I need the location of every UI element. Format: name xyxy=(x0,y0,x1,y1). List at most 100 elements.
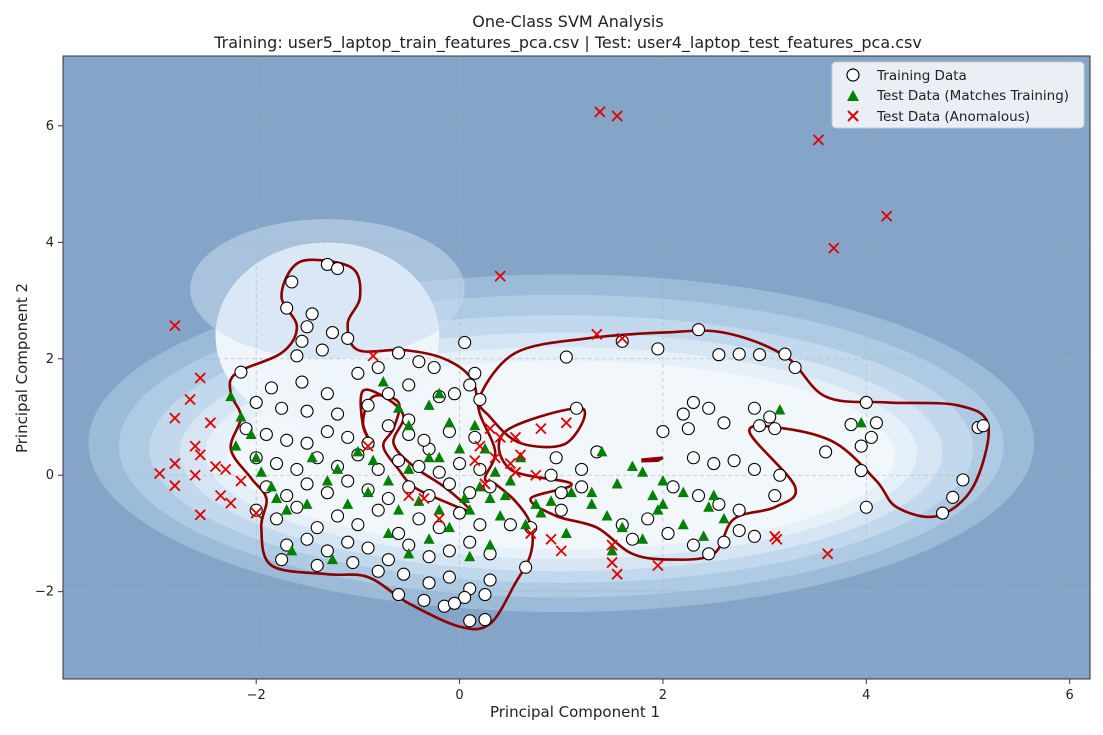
training-point xyxy=(763,410,777,424)
training-point xyxy=(625,532,639,546)
test-match-point xyxy=(637,533,649,544)
training-point xyxy=(463,486,477,500)
training-point xyxy=(371,360,385,375)
training-point xyxy=(259,427,273,442)
training-point xyxy=(402,378,416,392)
training-point xyxy=(859,395,873,409)
training-point xyxy=(320,544,334,558)
training-point xyxy=(392,588,406,602)
test-match-point xyxy=(611,477,623,489)
training-point xyxy=(747,462,761,476)
test-anomalous-point xyxy=(812,134,825,146)
test-match-point xyxy=(601,509,613,521)
test-match-point xyxy=(362,486,374,498)
training-point xyxy=(447,387,462,401)
test-match-point xyxy=(413,495,425,506)
test-match-point xyxy=(703,501,715,512)
training-point xyxy=(717,416,731,430)
training-point xyxy=(473,518,487,532)
training-point xyxy=(732,347,746,361)
training-point xyxy=(732,503,746,517)
training-point xyxy=(666,480,680,494)
test-match-point xyxy=(286,544,298,556)
test-match-point xyxy=(454,443,466,454)
test-match-point xyxy=(535,507,547,518)
test-match-point xyxy=(235,410,247,422)
test-anomalous-point xyxy=(225,497,237,509)
training-point xyxy=(773,468,787,482)
training-point xyxy=(361,436,375,450)
test-anomalous-point xyxy=(184,393,196,406)
training-point xyxy=(859,500,873,514)
test-anomalous-point xyxy=(169,457,181,470)
training-point xyxy=(463,535,477,549)
training-point xyxy=(432,465,446,479)
test-match-point xyxy=(301,498,313,509)
test-match-point xyxy=(352,445,364,457)
training-point xyxy=(615,334,629,348)
training-point xyxy=(325,326,340,340)
training-point xyxy=(473,462,487,476)
training-point xyxy=(707,457,721,471)
test-anomalous-point xyxy=(514,449,527,461)
training-point xyxy=(686,395,700,409)
training-point xyxy=(747,529,761,543)
training-point xyxy=(290,349,304,363)
training-point xyxy=(869,416,884,430)
test-anomalous-point xyxy=(474,440,486,452)
training-point xyxy=(371,503,385,517)
training-point xyxy=(442,477,456,491)
test-match-point xyxy=(332,463,344,474)
decision-boundary-main xyxy=(228,258,534,631)
training-point xyxy=(458,590,472,605)
test-anomalous-point xyxy=(504,457,517,470)
training-point xyxy=(559,350,573,364)
legend-label-training: Training Data xyxy=(876,68,967,84)
test-match-point xyxy=(530,498,542,509)
training-point xyxy=(864,430,878,444)
x-tick-label: 2 xyxy=(659,688,667,703)
test-anomalous-point xyxy=(611,110,623,122)
training-point xyxy=(651,342,665,356)
training-point xyxy=(381,491,395,506)
test-anomalous-point xyxy=(560,417,572,429)
test-anomalous-point xyxy=(204,417,217,429)
training-point xyxy=(554,503,568,517)
y-axis-label: Principal Component 2 xyxy=(13,283,31,453)
test-match-point xyxy=(255,466,267,477)
test-anomalous-point xyxy=(189,440,201,452)
test-match-point xyxy=(479,443,491,454)
training-point xyxy=(422,550,436,564)
test-match-points xyxy=(225,376,867,565)
test-match-point xyxy=(433,504,445,515)
test-match-point xyxy=(225,390,237,402)
contour-lobe-upper-left-outer xyxy=(190,219,465,359)
training-point xyxy=(234,365,248,379)
training-point xyxy=(417,593,431,607)
legend-marker-test-anomalous xyxy=(847,110,859,122)
test-anomalous-point xyxy=(220,463,232,476)
test-anomalous-point xyxy=(591,328,603,340)
test-anomalous-point xyxy=(484,422,496,435)
y-tick-label: 4 xyxy=(46,235,54,250)
test-match-point xyxy=(443,416,455,428)
test-match-point xyxy=(265,480,277,492)
training-point xyxy=(371,564,385,578)
training-point xyxy=(392,346,406,360)
training-point xyxy=(768,489,782,503)
training-point xyxy=(691,489,706,503)
x-tick-label: 6 xyxy=(1066,688,1074,703)
training-point xyxy=(300,532,314,546)
training-point xyxy=(280,489,294,503)
training-point xyxy=(290,500,304,514)
training-point xyxy=(422,489,436,503)
training-point xyxy=(778,347,792,361)
test-anomalous-point xyxy=(194,449,206,461)
training-point xyxy=(330,509,345,523)
training-point xyxy=(320,387,334,401)
training-point xyxy=(402,480,416,494)
legend: Training Data Test Data (Matches Trainin… xyxy=(831,61,1085,129)
test-anomalous-point xyxy=(535,422,547,435)
training-point xyxy=(569,401,584,415)
legend-marker-test-match xyxy=(847,90,859,101)
